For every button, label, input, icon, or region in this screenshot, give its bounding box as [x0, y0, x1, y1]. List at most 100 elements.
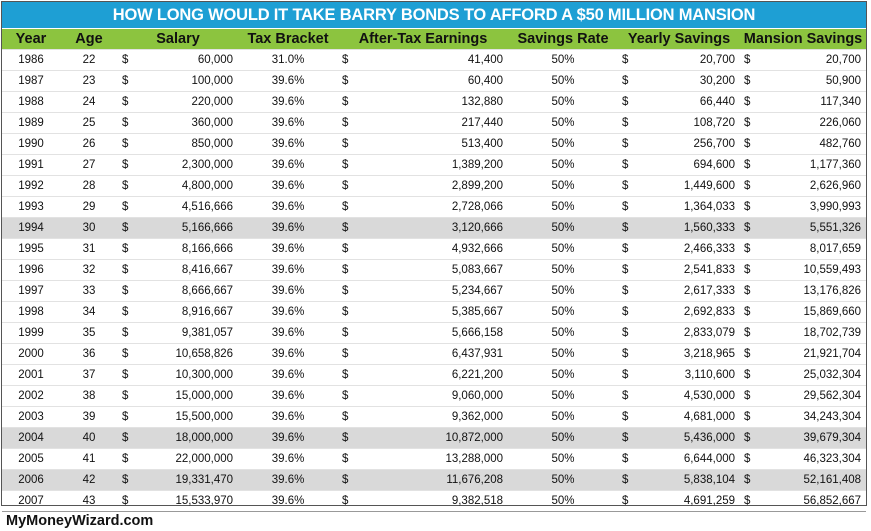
- table-row: 2004 40 $18,000,000 39.6% $10,872,000 50% $5,4…: [2, 427, 867, 449]
- cell-yearly-currency: $: [618, 448, 641, 470]
- cell-age: 39: [60, 406, 118, 428]
- cell-salary: 4,800,000: [140, 175, 239, 197]
- cell-savings-rate: 50%: [508, 196, 619, 218]
- cell-yearly-savings: 30,200: [640, 70, 741, 92]
- cell-yearly-currency: $: [618, 49, 641, 71]
- cell-age: 40: [60, 427, 118, 449]
- cell-savings-rate: 50%: [508, 133, 619, 155]
- table-row: 1997 33 $8,666,667 39.6% $5,234,667 50% $2,617…: [2, 280, 867, 302]
- cell-after-tax: 217,440: [360, 112, 509, 134]
- cell-yearly-savings: 4,681,000: [640, 406, 741, 428]
- cell-salary: 4,516,666: [140, 196, 239, 218]
- cell-mansion-currency: $: [740, 70, 763, 92]
- cell-mansion-savings: 1,177,360: [762, 154, 867, 176]
- cell-after-tax: 5,666,158: [360, 322, 509, 344]
- cell-salary: 8,166,666: [140, 238, 239, 260]
- cell-age: 23: [60, 70, 118, 92]
- cell-tax-bracket: 39.6%: [238, 280, 339, 302]
- cell-year: 2001: [2, 364, 60, 386]
- cell-salary-currency: $: [118, 112, 140, 134]
- cell-tax-bracket: 39.6%: [238, 301, 339, 323]
- cell-tax-bracket: 39.6%: [238, 427, 339, 449]
- cell-mansion-savings: 5,551,326: [762, 217, 867, 239]
- cell-after-tax: 9,362,000: [360, 406, 509, 428]
- cell-after-tax-currency: $: [338, 469, 361, 491]
- savings-table: Year Age Salary Tax Bracket After-Tax Ea…: [2, 29, 867, 511]
- cell-savings-rate: 50%: [508, 427, 619, 449]
- cell-after-tax: 132,880: [360, 91, 509, 113]
- cell-salary: 5,166,666: [140, 217, 239, 239]
- cell-mansion-savings: 39,679,304: [762, 427, 867, 449]
- cell-after-tax-currency: $: [338, 217, 361, 239]
- header-salary: Salary: [156, 31, 200, 47]
- cell-after-tax: 6,221,200: [360, 364, 509, 386]
- cell-mansion-currency: $: [740, 427, 763, 449]
- cell-tax-bracket: 39.6%: [238, 154, 339, 176]
- cell-after-tax-currency: $: [338, 448, 361, 470]
- cell-after-tax-currency: $: [338, 385, 361, 407]
- cell-tax-bracket: 39.6%: [238, 70, 339, 92]
- cell-yearly-currency: $: [618, 280, 641, 302]
- cell-after-tax-currency: $: [338, 280, 361, 302]
- cell-mansion-savings: 25,032,304: [762, 364, 867, 386]
- cell-tax-bracket: 31.0%: [238, 49, 339, 71]
- cell-age: 22: [60, 49, 118, 71]
- table-row: 1998 34 $8,916,667 39.6% $5,385,667 50% $2,692…: [2, 301, 867, 323]
- cell-after-tax-currency: $: [338, 70, 361, 92]
- table-row: 2005 41 $22,000,000 39.6% $13,288,000 50% $6,6…: [2, 448, 867, 470]
- cell-tax-bracket: 39.6%: [238, 91, 339, 113]
- cell-salary: 60,000: [140, 49, 239, 71]
- cell-savings-rate: 50%: [508, 280, 619, 302]
- cell-age: 35: [60, 322, 118, 344]
- cell-yearly-savings: 20,700: [640, 49, 741, 71]
- cell-salary: 10,300,000: [140, 364, 239, 386]
- cell-yearly-savings: 66,440: [640, 91, 741, 113]
- cell-mansion-savings: 46,323,304: [762, 448, 867, 470]
- cell-savings-rate: 50%: [508, 259, 619, 281]
- table-row: 1996 32 $8,416,667 39.6% $5,083,667 50% $2,541…: [2, 259, 867, 281]
- table-row: 2000 36 $10,658,826 39.6% $6,437,931 50% $3,21…: [2, 343, 867, 365]
- cell-after-tax: 3,120,666: [360, 217, 509, 239]
- cell-after-tax: 13,288,000: [360, 448, 509, 470]
- table-row: 1999 35 $9,381,057 39.6% $5,666,158 50% $2,833…: [2, 322, 867, 344]
- cell-savings-rate: 50%: [508, 385, 619, 407]
- cell-tax-bracket: 39.6%: [238, 196, 339, 218]
- cell-savings-rate: 50%: [508, 175, 619, 197]
- cell-savings-rate: 50%: [508, 469, 619, 491]
- cell-year: 1987: [2, 70, 60, 92]
- cell-salary-currency: $: [118, 364, 140, 386]
- table-row: 1993 29 $4,516,666 39.6% $2,728,066 50% $1,364…: [2, 196, 867, 218]
- cell-salary: 22,000,000: [140, 448, 239, 470]
- cell-yearly-currency: $: [618, 154, 641, 176]
- cell-age: 36: [60, 343, 118, 365]
- cell-after-tax: 5,385,667: [360, 301, 509, 323]
- cell-mansion-currency: $: [740, 406, 763, 428]
- cell-mansion-savings: 20,700: [762, 49, 867, 71]
- cell-age: 33: [60, 280, 118, 302]
- cell-mansion-currency: $: [740, 154, 763, 176]
- cell-year: 2007: [2, 490, 60, 511]
- table-row: 1987 23 $100,000 39.6% $60,400 50% $30,200 $50,…: [2, 70, 867, 92]
- cell-yearly-savings: 3,110,600: [640, 364, 741, 386]
- cell-after-tax-currency: $: [338, 154, 361, 176]
- table-row: 2003 39 $15,500,000 39.6% $9,362,000 50% $4,68…: [2, 406, 867, 428]
- cell-after-tax: 1,389,200: [360, 154, 509, 176]
- cell-yearly-savings: 1,364,033: [640, 196, 741, 218]
- cell-mansion-savings: 18,702,739: [762, 322, 867, 344]
- cell-after-tax: 10,872,000: [360, 427, 509, 449]
- cell-savings-rate: 50%: [508, 217, 619, 239]
- cell-mansion-currency: $: [740, 175, 763, 197]
- cell-tax-bracket: 39.6%: [238, 217, 339, 239]
- cell-year: 1995: [2, 238, 60, 260]
- cell-yearly-currency: $: [618, 406, 641, 428]
- cell-salary-currency: $: [118, 175, 140, 197]
- cell-after-tax-currency: $: [338, 301, 361, 323]
- cell-savings-rate: 50%: [508, 448, 619, 470]
- cell-salary: 15,500,000: [140, 406, 239, 428]
- cell-savings-rate: 50%: [508, 406, 619, 428]
- cell-savings-rate: 50%: [508, 49, 619, 71]
- cell-mansion-savings: 56,852,667: [762, 490, 867, 511]
- cell-salary-currency: $: [118, 385, 140, 407]
- cell-mansion-savings: 34,243,304: [762, 406, 867, 428]
- table-row: 1992 28 $4,800,000 39.6% $2,899,200 50% $1,449…: [2, 175, 867, 197]
